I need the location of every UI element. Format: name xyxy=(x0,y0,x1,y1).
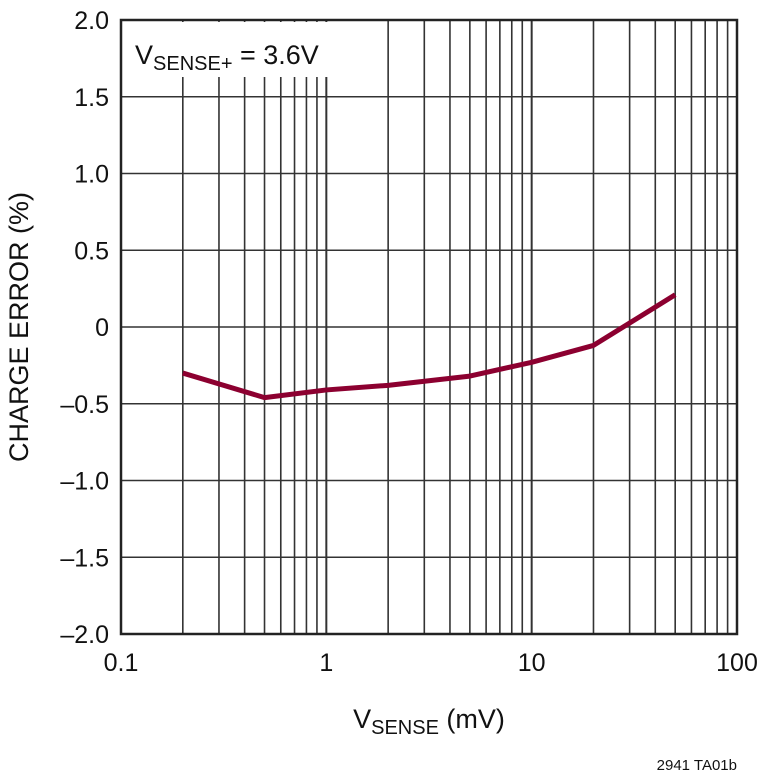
x-tick-label: 0.1 xyxy=(104,649,139,677)
y-tick-label: 1.0 xyxy=(74,161,109,189)
y-tick-label: 2.0 xyxy=(74,7,109,35)
footnote: 2941 TA01b xyxy=(657,757,737,774)
x-tick-label: 1 xyxy=(319,649,333,677)
x-axis-label: VSENSE (mV) xyxy=(353,704,505,739)
annotation: VSENSE+ = 3.6V xyxy=(135,40,319,75)
y-tick-label: 0.5 xyxy=(74,237,109,265)
y-tick-label: –2.0 xyxy=(60,621,109,649)
y-axis-label: CHARGE ERROR (%) xyxy=(4,192,34,462)
y-tick-label: –0.5 xyxy=(60,391,109,419)
x-tick-label: 100 xyxy=(716,649,758,677)
y-tick-label: –1.0 xyxy=(60,468,109,496)
y-tick-label: –1.5 xyxy=(60,544,109,572)
annotation-background xyxy=(123,22,345,77)
x-tick-label: 10 xyxy=(518,649,546,677)
y-tick-label: 1.5 xyxy=(74,84,109,112)
y-tick-label: 0 xyxy=(95,314,109,342)
plot-frame xyxy=(119,18,739,636)
series-line xyxy=(182,292,677,401)
